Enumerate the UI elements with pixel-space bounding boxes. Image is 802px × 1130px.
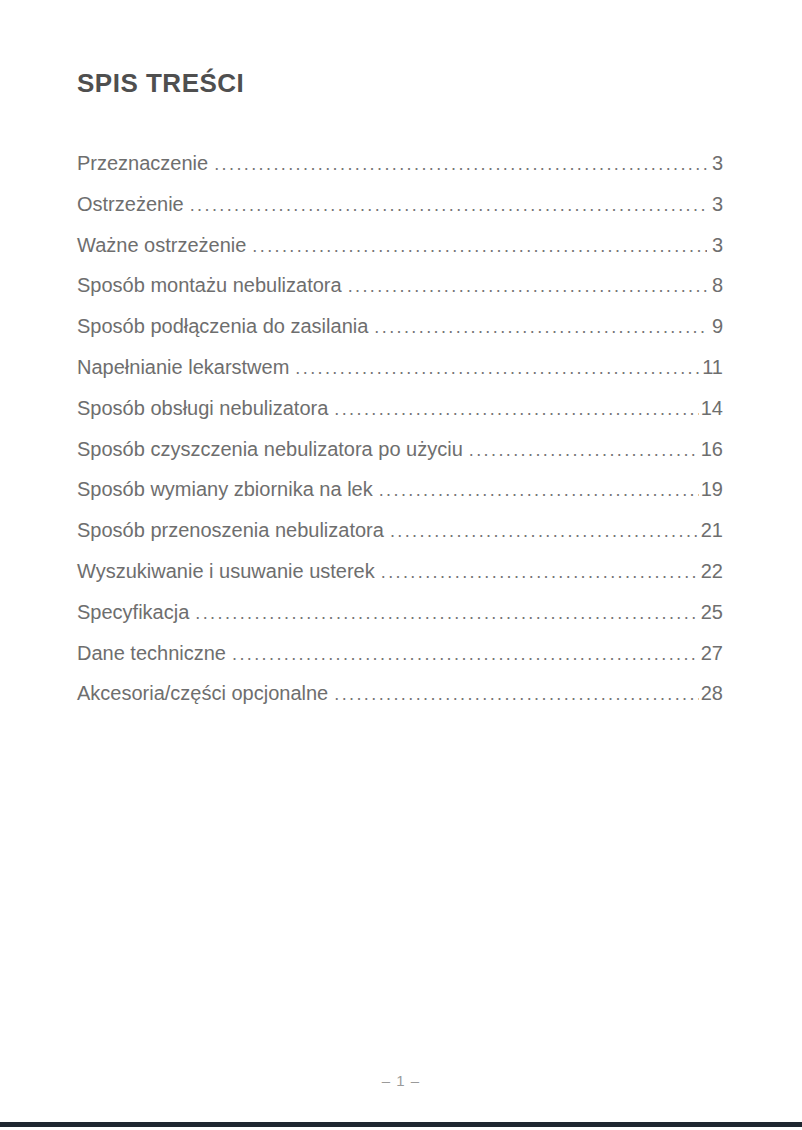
- toc-entry-label: Sposób czyszczenia nebulizatora po użyci…: [77, 438, 463, 461]
- toc-dot-leader: ........................................…: [295, 358, 700, 379]
- page-number: – 1 –: [0, 1072, 802, 1089]
- toc-entry-label: Ważne ostrzeżenie: [77, 234, 246, 257]
- toc-dot-leader: ........................................…: [379, 480, 699, 501]
- toc-entry-page: 27: [701, 642, 723, 665]
- table-of-contents: Przeznaczenie...........................…: [77, 152, 723, 723]
- toc-entry[interactable]: Sposób obsługi nebulizatora.............…: [77, 397, 723, 438]
- toc-dot-leader: ........................................…: [195, 603, 698, 624]
- toc-entry-page: 8: [709, 274, 723, 297]
- toc-entry-page: 21: [701, 519, 723, 542]
- toc-entry-label: Specyfikacja: [77, 601, 189, 624]
- toc-entry[interactable]: Sposób przenoszenia nebulizatora........…: [77, 519, 723, 560]
- toc-entry-page: 19: [701, 478, 723, 501]
- toc-dot-leader: ........................................…: [374, 317, 707, 338]
- toc-entry-page: 25: [701, 601, 723, 624]
- toc-entry-label: Wyszukiwanie i usuwanie usterek: [77, 560, 375, 583]
- toc-entry-page: 16: [701, 438, 723, 461]
- toc-entry-page: 11: [702, 356, 723, 379]
- toc-entry[interactable]: Sposób montażu nebulizatora.............…: [77, 274, 723, 315]
- toc-entry[interactable]: Napełnianie lekarstwem..................…: [77, 356, 723, 397]
- toc-dot-leader: ........................................…: [214, 154, 707, 175]
- toc-dot-leader: ........................................…: [190, 195, 707, 216]
- toc-dot-leader: ........................................…: [334, 399, 698, 420]
- toc-entry[interactable]: Przeznaczenie...........................…: [77, 152, 723, 193]
- toc-entry-label: Przeznaczenie: [77, 152, 208, 175]
- toc-entry-page: 3: [709, 193, 723, 216]
- toc-entry[interactable]: Specyfikacja............................…: [77, 601, 723, 642]
- toc-entry[interactable]: Wyszukiwanie i usuwanie usterek.........…: [77, 560, 723, 601]
- toc-entry[interactable]: Ostrzeżenie.............................…: [77, 193, 723, 234]
- toc-entry-page: 22: [701, 560, 723, 583]
- bottom-border: [0, 1122, 802, 1127]
- toc-entry[interactable]: Sposób wymiany zbiornika na lek.........…: [77, 478, 723, 519]
- toc-entry-page: 9: [709, 315, 723, 338]
- toc-entry-label: Akcesoria/części opcjonalne: [77, 682, 328, 705]
- toc-entry-page: 3: [709, 234, 723, 257]
- toc-entry-page: 28: [701, 682, 723, 705]
- page-title: SPIS TREŚCI: [77, 68, 244, 99]
- toc-entry-label: Sposób podłączenia do zasilania: [77, 315, 368, 338]
- toc-entry[interactable]: Akcesoria/części opcjonalne.............…: [77, 682, 723, 723]
- toc-entry-label: Sposób obsługi nebulizatora: [77, 397, 328, 420]
- toc-entry-label: Sposób przenoszenia nebulizatora: [77, 519, 384, 542]
- toc-entry-label: Sposób wymiany zbiornika na lek: [77, 478, 373, 501]
- toc-dot-leader: ........................................…: [252, 236, 707, 257]
- toc-dot-leader: ........................................…: [348, 276, 707, 297]
- toc-entry-page: 14: [701, 397, 723, 420]
- toc-entry-label: Dane techniczne: [77, 642, 226, 665]
- toc-dot-leader: ........................................…: [469, 440, 699, 461]
- toc-entry-label: Napełnianie lekarstwem: [77, 356, 289, 379]
- toc-entry[interactable]: Sposób czyszczenia nebulizatora po użyci…: [77, 438, 723, 479]
- toc-entry-page: 3: [709, 152, 723, 175]
- toc-entry[interactable]: Dane techniczne.........................…: [77, 642, 723, 683]
- document-page: SPIS TREŚCI Przeznaczenie...............…: [0, 0, 802, 1130]
- toc-entry[interactable]: Sposób podłączenia do zasilania.........…: [77, 315, 723, 356]
- toc-dot-leader: ........................................…: [381, 562, 699, 583]
- toc-entry-label: Sposób montażu nebulizatora: [77, 274, 342, 297]
- toc-entry[interactable]: Ważne ostrzeżenie.......................…: [77, 234, 723, 275]
- toc-dot-leader: ........................................…: [390, 521, 699, 542]
- toc-dot-leader: ........................................…: [334, 684, 699, 705]
- toc-dot-leader: ........................................…: [232, 644, 699, 665]
- toc-entry-label: Ostrzeżenie: [77, 193, 184, 216]
